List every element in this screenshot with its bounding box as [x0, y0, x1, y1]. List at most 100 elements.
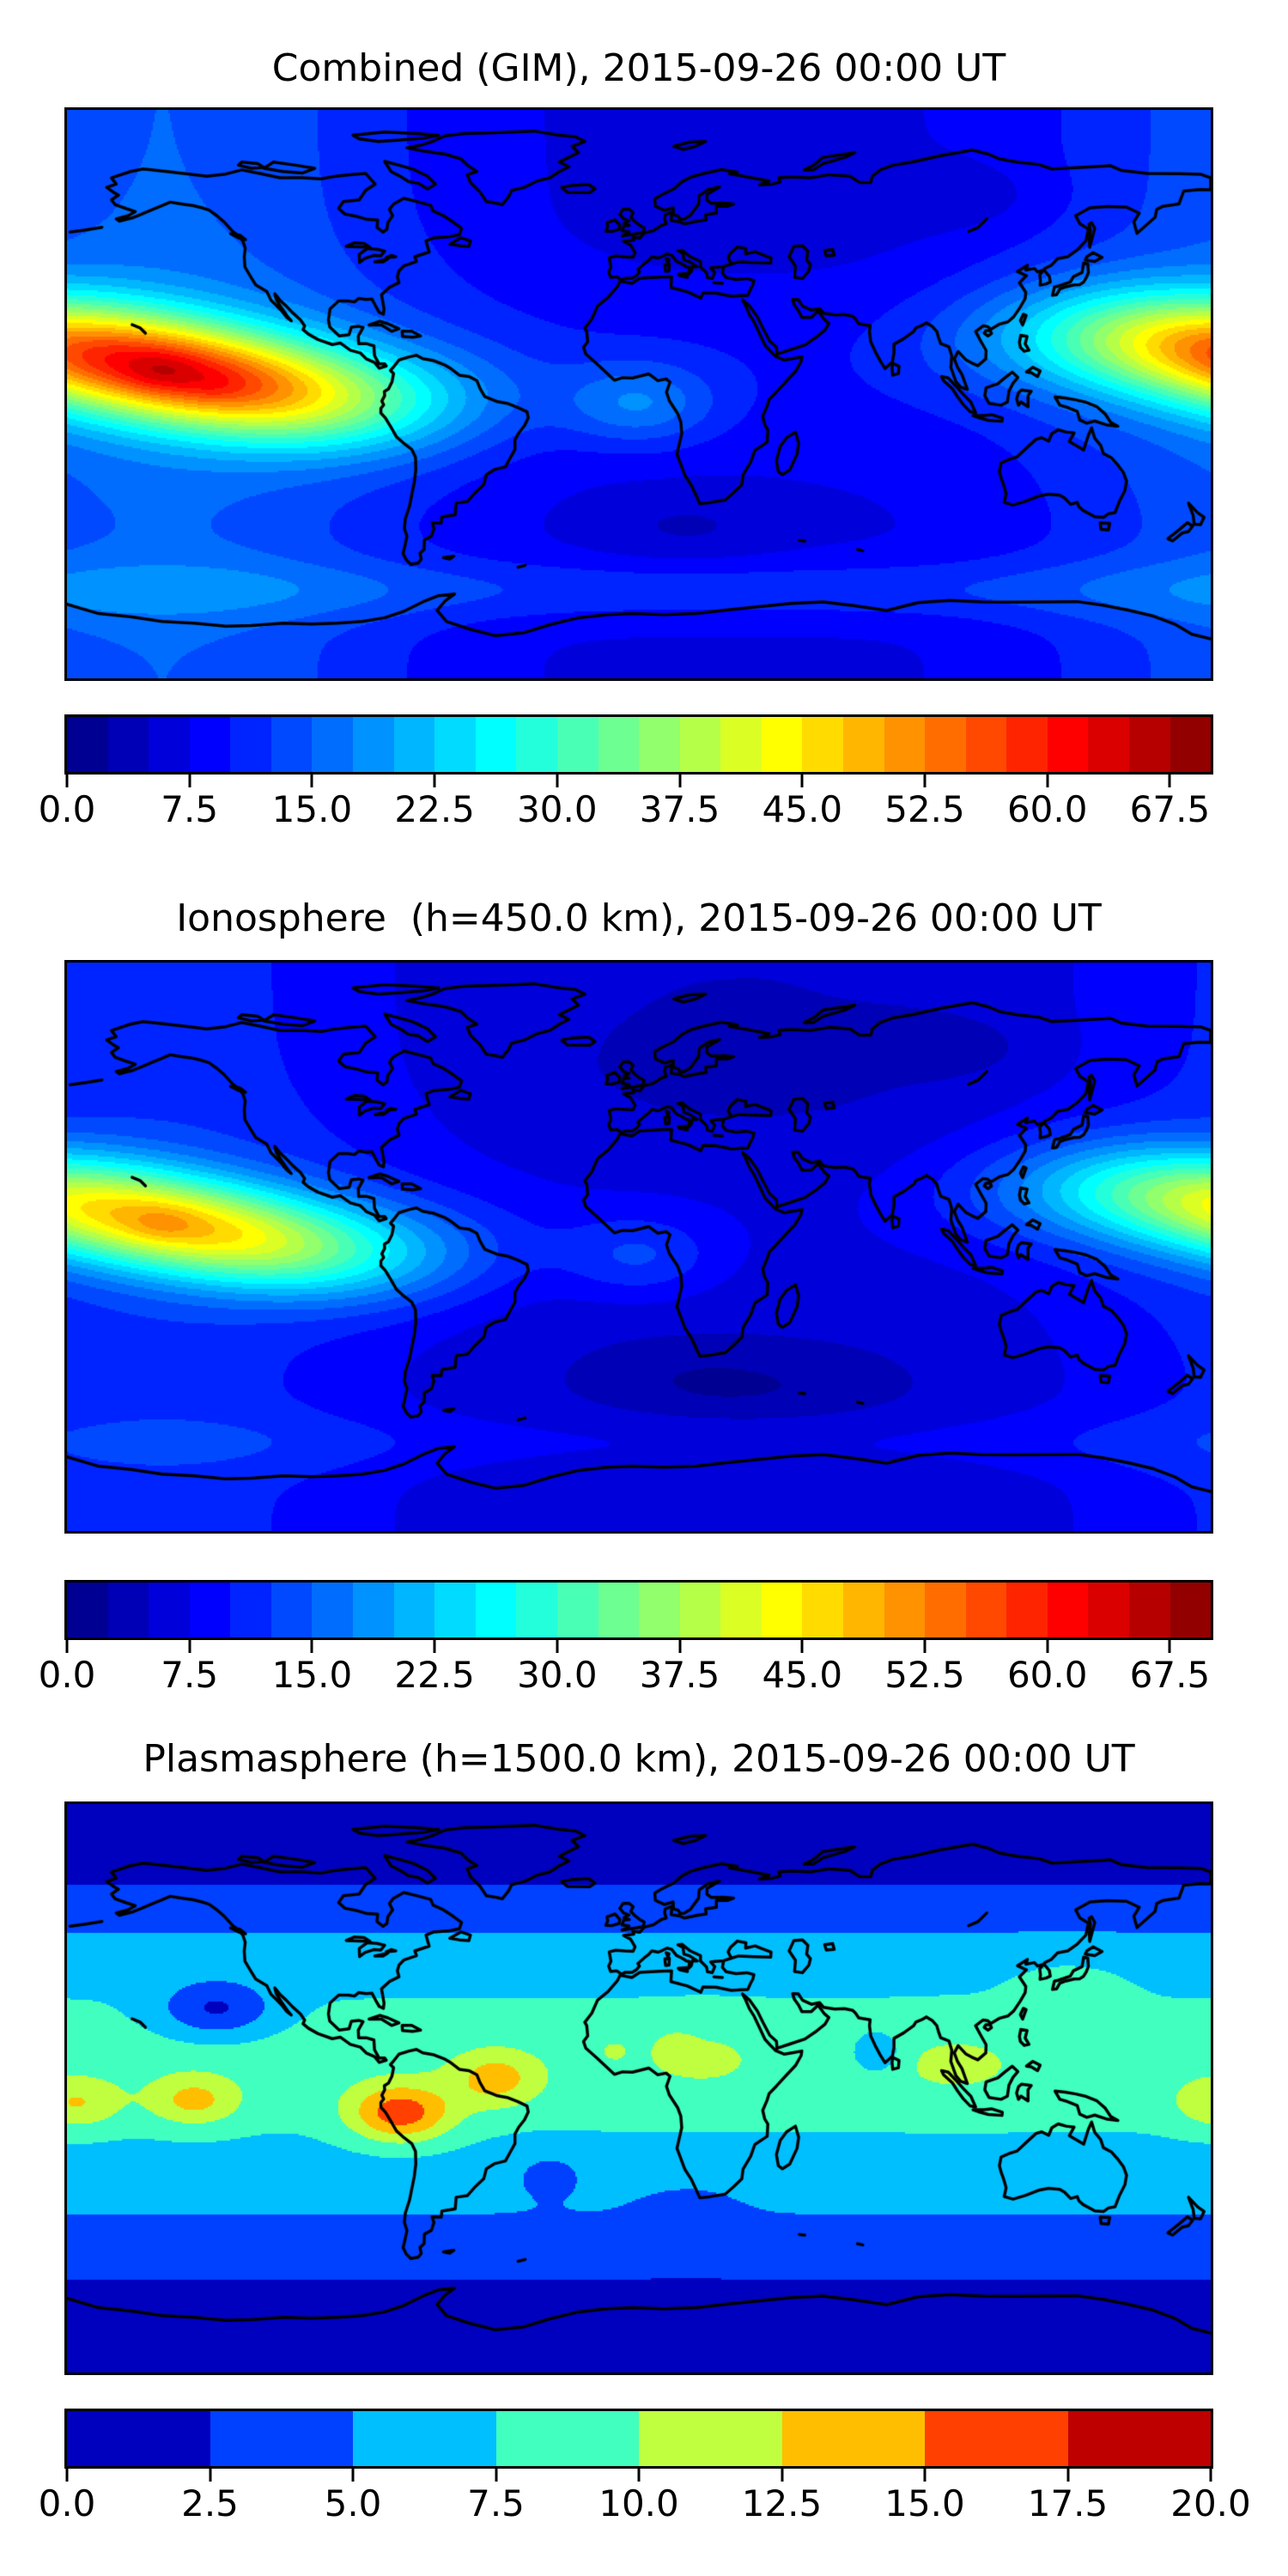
colorbar-tick-label: 15.0 [271, 788, 353, 830]
colorbar-segment [353, 2411, 496, 2466]
colorbar-ticks-plasmasphere: 0.0 2.5 5.0 7.5 10.0 12.5 15.0 17.5 20.0 [39, 2469, 1251, 2529]
colorbar-segment [1088, 1583, 1130, 1637]
colorbar-tick [556, 1640, 559, 1653]
panel-title-combined: Combined (GIM), 2015-09-26 00:00 UT [271, 46, 1006, 90]
colorbar-segment [353, 1583, 394, 1637]
colorbar-tick [65, 2469, 69, 2482]
colorbar-ticks-combined: 0.0 7.5 15.0 22.5 30.0 37.5 45.0 52.5 60.0 67.5 [39, 775, 1211, 835]
colorbar-tick-label: 0.0 [38, 2482, 96, 2524]
colorbar-tick-label: 37.5 [639, 1654, 720, 1696]
colorbar-tick-label: 7.5 [161, 1654, 219, 1696]
panel-title-ionosphere: Ionosphere (h=450.0 km), 2015-09-26 00:0… [176, 896, 1102, 940]
colorbar-segment [475, 717, 517, 772]
colorbar-tick [800, 1640, 804, 1653]
colorbar-segment [393, 717, 435, 772]
colorbar-tick [188, 775, 191, 787]
colorbar-tick [678, 775, 682, 787]
colorbar-segment [67, 1583, 108, 1637]
panel-title-plasmasphere: Plasmasphere (h=1500.0 km), 2015-09-26 0… [143, 1737, 1135, 1781]
colorbar-segment [189, 717, 231, 772]
colorbar-tick-label: 0.0 [38, 1654, 96, 1696]
colorbar-tick [310, 1640, 313, 1653]
colorbar-segment [639, 1583, 680, 1637]
colorbar-tick [800, 775, 804, 787]
colorbar-tick-label: 60.0 [1006, 788, 1088, 830]
colorbar-ticks-ionosphere: 0.0 7.5 15.0 22.5 30.0 37.5 45.0 52.5 60.0 67.5 [39, 1640, 1211, 1700]
colorbar-tick [1066, 2469, 1069, 2482]
colorbar-tick-label: 7.5 [161, 788, 219, 830]
colorbar-tick [1168, 775, 1171, 787]
colorbar-segment [1129, 717, 1170, 772]
colorbar-tick [310, 775, 313, 787]
colorbar-segment [925, 2411, 1068, 2466]
colorbar-segment [1170, 717, 1212, 772]
colorbar-segment [761, 717, 803, 772]
colorbar-segment [210, 2411, 353, 2466]
colorbar-tick [678, 1640, 682, 1653]
colorbar-tick [923, 2469, 927, 2482]
colorbar-segment [270, 717, 313, 772]
colorbar-segment [312, 717, 354, 772]
colorbar-segment [149, 1583, 190, 1637]
colorbar-tick [781, 2469, 783, 2482]
colorbar-segment [1129, 1583, 1170, 1637]
colorbar-tick [556, 775, 559, 787]
colorbar-tick [433, 775, 436, 787]
colorbar-segment [230, 717, 271, 772]
colorbar-segment [1067, 2411, 1211, 2466]
colorbar-tick-label: 52.5 [884, 1654, 965, 1696]
colorbar-tick-label: 52.5 [884, 788, 965, 830]
colorbar-segment [884, 717, 926, 772]
colorbar-tick-label: 2.5 [181, 2482, 239, 2524]
map-canvas-ionosphere [67, 963, 1211, 1531]
colorbar-tick-label: 20.0 [1170, 2482, 1251, 2524]
colorbar-tick [65, 1640, 69, 1653]
colorbar-tick [351, 2469, 355, 2482]
colorbar-segment [516, 717, 557, 772]
colorbar-segment [1088, 717, 1130, 772]
colorbar-tick-label: 67.5 [1129, 788, 1211, 830]
colorbar-tick-label: 12.5 [741, 2482, 823, 2524]
colorbar-plasmasphere [64, 2409, 1213, 2469]
colorbar-segment [679, 717, 721, 772]
colorbar-tick-label: 15.0 [271, 1654, 353, 1696]
colorbar-tick-label: 30.0 [517, 788, 598, 830]
colorbar-segment [639, 2411, 782, 2466]
colorbar-tick-label: 22.5 [394, 1654, 475, 1696]
colorbar-tick-label: 10.0 [598, 2482, 679, 2524]
colorbar-segment [761, 1583, 803, 1637]
colorbar-segment [884, 1583, 926, 1637]
colorbar-segment [107, 717, 149, 772]
colorbar-gradient-ionosphere [67, 1583, 1212, 1637]
colorbar-segment [107, 1583, 149, 1637]
colorbar-segment [556, 1583, 598, 1637]
colorbar-tick [923, 775, 927, 787]
colorbar-segment [598, 1583, 640, 1637]
colorbar-segment [434, 1583, 476, 1637]
colorbar-segment [720, 1583, 762, 1637]
map-canvas-combined [67, 110, 1211, 678]
colorbar-segment [149, 717, 190, 772]
colorbar-segment [393, 1583, 435, 1637]
colorbar-tick [1046, 1640, 1049, 1653]
colorbar-segment [598, 717, 640, 772]
colorbar-tick-label: 67.5 [1129, 1654, 1211, 1696]
colorbar-segment [639, 717, 680, 772]
colorbar-tick-label: 15.0 [884, 2482, 965, 2524]
colorbar-segment [802, 717, 843, 772]
colorbar-tick [923, 1640, 927, 1653]
colorbar-segment [1047, 1583, 1089, 1637]
colorbar-segment [189, 1583, 231, 1637]
colorbar-segment [842, 717, 884, 772]
colorbar-segment [720, 717, 762, 772]
colorbar-segment [781, 2411, 925, 2466]
colorbar-tick-label: 0.0 [38, 788, 96, 830]
colorbar-segment [516, 1583, 557, 1637]
colorbar-tick [1168, 1640, 1171, 1653]
colorbar-segment [965, 717, 1007, 772]
colorbar-segment [434, 717, 476, 772]
colorbar-tick-label: 7.5 [467, 2482, 525, 2524]
colorbar-tick-label: 60.0 [1006, 1654, 1088, 1696]
colorbar-segment [312, 1583, 354, 1637]
